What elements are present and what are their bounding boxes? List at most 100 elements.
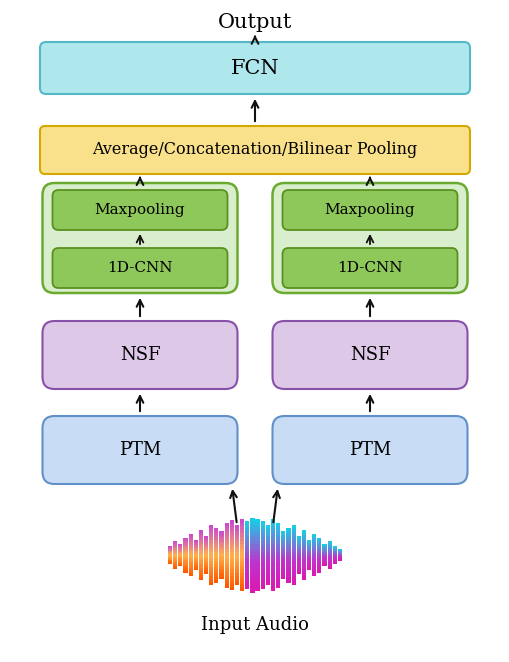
Bar: [193, 545, 197, 546]
Bar: [178, 558, 182, 559]
Bar: [301, 553, 305, 555]
Bar: [275, 585, 280, 587]
Bar: [199, 577, 203, 580]
Bar: [322, 554, 326, 555]
Bar: [296, 555, 300, 557]
Bar: [214, 542, 218, 544]
Bar: [280, 557, 285, 560]
Bar: [209, 582, 213, 585]
Bar: [312, 542, 316, 545]
Bar: [312, 572, 316, 574]
Bar: [265, 534, 269, 537]
Bar: [270, 555, 274, 559]
Bar: [317, 557, 321, 559]
Bar: [240, 537, 244, 541]
Bar: [255, 519, 259, 522]
Bar: [209, 573, 213, 576]
Bar: [280, 562, 285, 565]
Bar: [317, 564, 321, 565]
Bar: [167, 556, 172, 557]
Bar: [312, 538, 316, 540]
Bar: [250, 589, 254, 592]
Bar: [240, 566, 244, 569]
Bar: [173, 552, 177, 553]
Bar: [275, 581, 280, 585]
Bar: [265, 546, 269, 549]
Bar: [327, 565, 331, 566]
Bar: [291, 573, 295, 576]
Bar: [291, 567, 295, 570]
Bar: [199, 570, 203, 573]
Bar: [235, 537, 239, 540]
Bar: [312, 534, 316, 536]
Bar: [173, 549, 177, 551]
Bar: [250, 521, 254, 525]
Bar: [280, 547, 285, 550]
Bar: [214, 544, 218, 547]
Bar: [240, 587, 244, 591]
Bar: [214, 530, 218, 533]
Bar: [183, 565, 187, 567]
Bar: [265, 540, 269, 543]
Bar: [224, 575, 229, 578]
Bar: [229, 534, 234, 538]
Bar: [260, 572, 264, 575]
Bar: [291, 549, 295, 552]
Bar: [275, 555, 280, 558]
Bar: [193, 567, 197, 569]
Bar: [250, 540, 254, 544]
Bar: [291, 531, 295, 534]
Bar: [167, 554, 172, 555]
Bar: [188, 570, 192, 572]
Bar: [250, 536, 254, 540]
Bar: [235, 567, 239, 570]
Bar: [167, 553, 172, 554]
Bar: [173, 541, 177, 542]
Bar: [286, 536, 290, 538]
Bar: [245, 572, 249, 575]
Bar: [250, 525, 254, 529]
Bar: [229, 545, 234, 548]
Bar: [224, 549, 229, 551]
Bar: [219, 541, 223, 543]
Bar: [178, 557, 182, 558]
Bar: [275, 561, 280, 565]
Bar: [312, 555, 316, 557]
Bar: [280, 565, 285, 567]
Bar: [265, 576, 269, 579]
Bar: [167, 546, 172, 547]
Bar: [209, 552, 213, 555]
Bar: [255, 522, 259, 526]
Bar: [286, 552, 290, 555]
Bar: [270, 530, 274, 534]
Bar: [178, 565, 182, 566]
Bar: [296, 559, 300, 561]
Bar: [214, 571, 218, 574]
Bar: [327, 553, 331, 555]
Bar: [204, 545, 208, 547]
Bar: [296, 544, 300, 545]
Bar: [322, 546, 326, 547]
Bar: [199, 560, 203, 563]
Bar: [301, 530, 305, 532]
Bar: [214, 574, 218, 577]
Bar: [229, 587, 234, 590]
Bar: [275, 578, 280, 581]
Bar: [327, 561, 331, 562]
Bar: [317, 571, 321, 573]
Bar: [301, 570, 305, 573]
Bar: [296, 547, 300, 549]
Bar: [183, 564, 187, 565]
Bar: [193, 549, 197, 551]
Bar: [255, 559, 259, 562]
Bar: [270, 519, 274, 522]
Bar: [224, 565, 229, 568]
Bar: [265, 525, 269, 528]
Bar: [296, 568, 300, 570]
Bar: [255, 587, 259, 591]
Text: FCN: FCN: [230, 58, 279, 77]
Bar: [280, 550, 285, 553]
Bar: [275, 565, 280, 568]
Bar: [306, 561, 310, 563]
Bar: [286, 542, 290, 544]
